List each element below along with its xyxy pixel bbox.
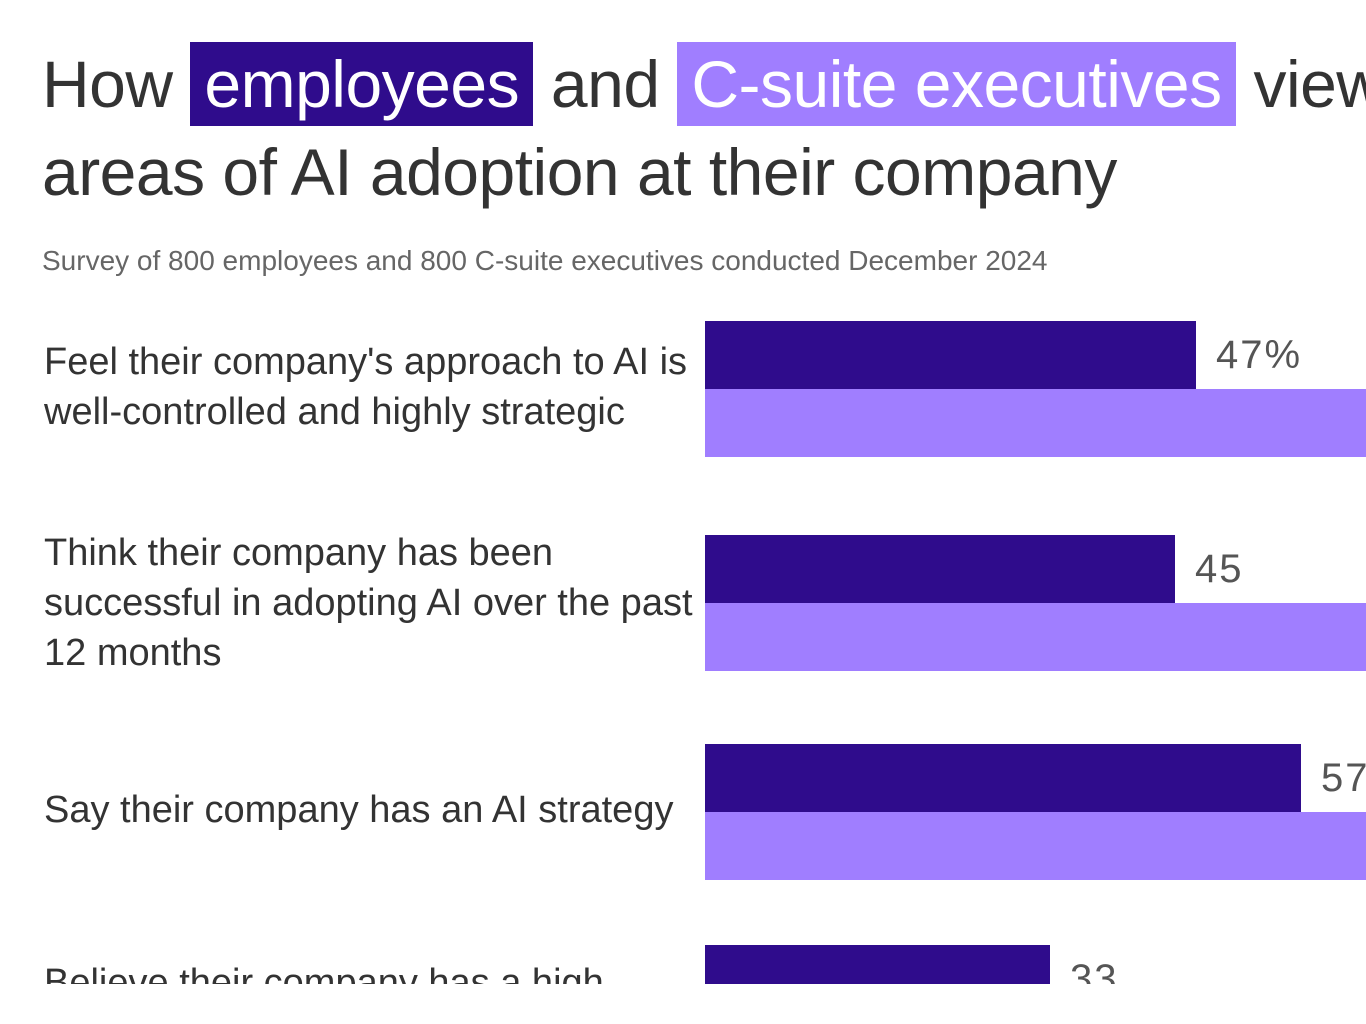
category-label: Think their company has been successful …: [44, 532, 693, 674]
title-line2: areas of AI adoption at their company: [42, 135, 1117, 209]
bar-executives: [705, 812, 1366, 880]
bar-chart-plot: Feel their company's approach to AI is w…: [44, 321, 1366, 984]
chart-subtitle: Survey of 800 employees and 800 C-suite …: [42, 245, 1048, 276]
value-label-employees: 33: [1070, 957, 1119, 984]
category-label: Say their company has an AI strategy: [44, 789, 674, 831]
value-label-employees: 47%: [1216, 333, 1303, 377]
bar-executives: [705, 603, 1366, 671]
bar-employees: [705, 945, 1050, 984]
value-label-employees: 57: [1321, 756, 1366, 800]
bar-employees: [705, 535, 1175, 603]
chart-title: How employees and C-suite executives vie…: [42, 40, 1366, 216]
bar-employees: [705, 321, 1196, 389]
bar-employees: [705, 744, 1301, 812]
title-prefix: How: [42, 47, 173, 121]
title-employees-highlight: employees: [190, 42, 534, 126]
title-executives-highlight: C-suite executives: [677, 42, 1236, 126]
value-label-employees: 45: [1195, 547, 1244, 591]
title-rest: view: [1253, 47, 1366, 121]
category-label: Feel their company's approach to AI is w…: [44, 341, 688, 433]
title-and: and: [550, 47, 660, 121]
category-label: Believe their company has a high: [44, 962, 604, 984]
bar-executives: [705, 389, 1366, 457]
